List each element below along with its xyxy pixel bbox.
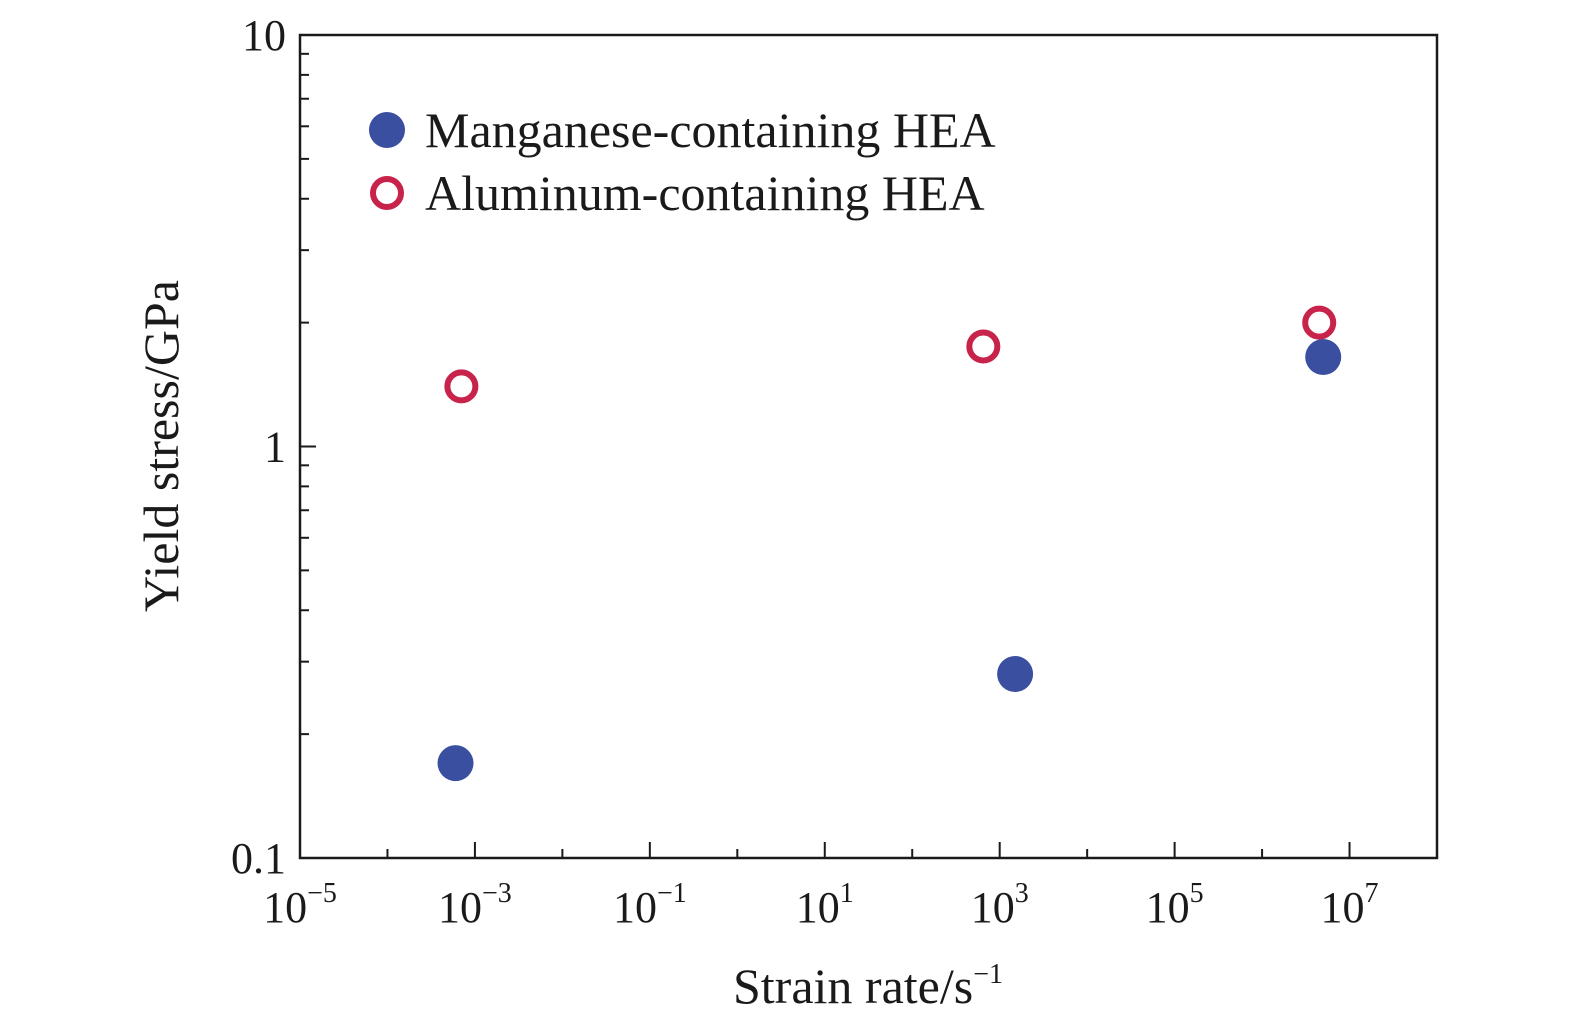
x-tick-label-base: 10 xyxy=(1321,883,1365,932)
x-axis-label-text: Strain rate/s xyxy=(733,958,973,1014)
legend: Manganese-containing HEA Aluminum-contain… xyxy=(369,102,996,221)
aluminum-point xyxy=(1302,305,1337,340)
x-tick-label: 103 xyxy=(971,878,1029,932)
x-tick-label-base: 10 xyxy=(1146,883,1190,932)
legend-label: Manganese-containing HEA xyxy=(425,102,996,158)
y-tick-label: 0.1 xyxy=(231,834,286,883)
y-tick-label: 10 xyxy=(242,11,286,60)
plot-frame xyxy=(298,33,1439,860)
x-tick-label-base: 10 xyxy=(263,883,307,932)
manganese-point xyxy=(437,745,474,782)
legend-label: Aluminum-containing HEA xyxy=(425,165,985,221)
x-tick-label-base: 10 xyxy=(438,883,482,932)
legend-marker-filled xyxy=(369,112,405,148)
x-tick-label-exponent: −3 xyxy=(482,878,512,909)
x-axis-label: Strain rate/s−1 xyxy=(733,958,1003,1014)
x-tick-label-exponent: −5 xyxy=(307,878,337,909)
aluminum-point xyxy=(966,329,1001,364)
x-tick-label: 107 xyxy=(1321,878,1379,932)
x-tick-label: 105 xyxy=(1146,878,1204,932)
y-axis-ticks xyxy=(300,34,316,859)
legend-marker-open xyxy=(370,176,404,210)
y-axis-tick-labels: 0.1 1 10 xyxy=(231,11,286,883)
aluminum-point xyxy=(444,369,479,404)
data-points xyxy=(437,305,1342,782)
x-tick-label-exponent: 7 xyxy=(1365,878,1379,909)
x-tick-label-exponent: 3 xyxy=(1015,878,1029,909)
x-tick-label: 10−5 xyxy=(263,878,337,932)
x-tick-label: 10−1 xyxy=(613,878,687,932)
x-axis-ticks xyxy=(299,842,1438,858)
x-tick-label-base: 10 xyxy=(971,883,1015,932)
x-tick-label: 10−3 xyxy=(438,878,512,932)
x-tick-label-exponent: −1 xyxy=(657,878,687,909)
y-tick-label: 1 xyxy=(264,423,286,472)
manganese-point xyxy=(1305,339,1342,376)
manganese-point xyxy=(997,655,1034,692)
x-tick-label-base: 10 xyxy=(796,883,840,932)
x-tick-label-exponent: 5 xyxy=(1190,878,1204,909)
x-tick-label-exponent: 1 xyxy=(840,878,854,909)
x-tick-label-base: 10 xyxy=(613,883,657,932)
y-axis-label: Yield stress/GPa xyxy=(133,280,189,612)
x-tick-label: 101 xyxy=(796,878,854,932)
x-axis-tick-labels: 10−5 10−3 10−1 101 103 105 107 xyxy=(263,878,1378,932)
x-axis-label-superscript: −1 xyxy=(973,959,1003,990)
